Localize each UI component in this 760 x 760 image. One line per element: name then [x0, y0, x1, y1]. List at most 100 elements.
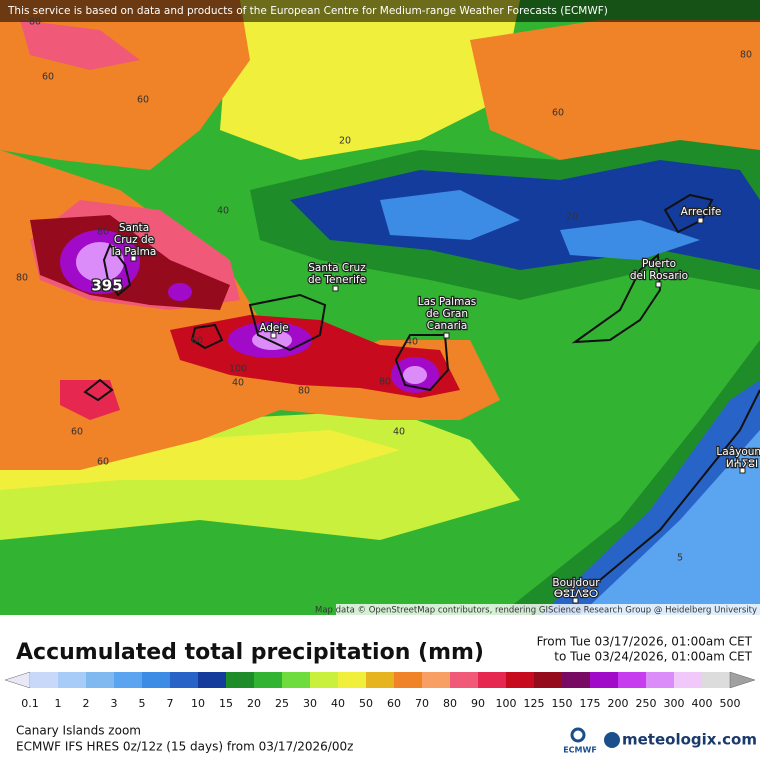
color-swatch: [618, 672, 647, 688]
color-swatch: [198, 672, 227, 688]
place-label: la Palma: [112, 246, 157, 258]
contour-label: 40: [406, 337, 418, 348]
color-swatch: [562, 672, 591, 688]
contour-label: 20: [339, 136, 351, 147]
color-swatch: [394, 672, 423, 688]
place-label: Adeje: [259, 322, 289, 334]
over-arrow: [729, 671, 756, 689]
level-label: 175: [580, 697, 601, 710]
place-label: de Gran: [426, 308, 468, 320]
place-label: Puerto: [642, 258, 676, 270]
region: Canary Islands zoom: [16, 724, 141, 738]
contour-label: 80: [740, 50, 752, 61]
place-label: Santa Cruz: [308, 262, 366, 274]
level-label: 1: [55, 697, 62, 710]
color-swatch: [254, 672, 283, 688]
level-label: 100: [496, 697, 517, 710]
contour-label: 80: [97, 227, 109, 238]
level-label: 125: [524, 697, 545, 710]
level-label: 30: [303, 697, 317, 710]
colorbar: 0.1 1 2 3 5 7 10 15 20 25 30 40 50 60 70 80 90 100 125 150 1…: [4, 671, 756, 710]
max-label: 395: [91, 277, 122, 295]
period-end: to Tue 03/24/2026, 01:00am CET: [554, 650, 752, 664]
place-label: ⵍⵄⵢⵓⵏ: [726, 458, 758, 470]
ecmwf-icon: [570, 727, 586, 743]
map-attribution: Map data © OpenStreetMap contributors, r…: [315, 606, 757, 616]
color-swatch: [478, 672, 507, 688]
contour-label: 60: [137, 95, 149, 106]
color-swatch: [450, 672, 479, 688]
level-label: 90: [471, 697, 485, 710]
map: This service is based on data and produc…: [0, 0, 760, 616]
contour-label: 80: [298, 386, 310, 397]
color-swatch: [646, 672, 675, 688]
place-label: Las Palmas: [418, 296, 476, 308]
level-label: 50: [359, 697, 373, 710]
place-label: Arrecife: [681, 206, 722, 218]
color-swatch: [534, 672, 563, 688]
color-swatch: [702, 672, 731, 688]
place-label: de Tenerife: [308, 274, 366, 286]
color-swatch: [86, 672, 115, 688]
level-label: 20: [247, 697, 261, 710]
color-swatch: [114, 672, 143, 688]
place-label: Boujdour: [552, 577, 600, 589]
color-swatch: [142, 672, 171, 688]
contour-label: 20: [566, 212, 578, 223]
color-swatch: [674, 672, 703, 688]
place-label: del Rosario: [630, 270, 688, 282]
level-label: 60: [387, 697, 401, 710]
place-label: Laâyoune: [716, 446, 760, 458]
contour-label: 80: [29, 17, 41, 28]
color-swatch: [310, 672, 339, 688]
contour-label: 60: [191, 336, 203, 347]
place-label: ⴱⵓⵊⴷⵓⵔ: [554, 588, 598, 600]
model-info: ECMWF IFS HRES 0z/12z (15 days) from 03/…: [16, 740, 353, 754]
place-labels: Santa Cruz de la Palma Santa Cruz de Ten…: [111, 205, 760, 601]
level-label: 200: [608, 697, 629, 710]
color-swatch: [338, 672, 367, 688]
place-label: Cruz de: [114, 234, 154, 246]
level-label: 400: [692, 697, 713, 710]
contour-label: 60: [552, 108, 564, 119]
ecmwf-logo: ECMWF: [563, 746, 597, 755]
color-swatch: [590, 672, 619, 688]
contour-label: 60: [42, 72, 54, 83]
level-label: 0.1: [21, 697, 39, 710]
contour-label: 60: [97, 457, 109, 468]
contour-label: 60: [71, 427, 83, 438]
level-label: 250: [636, 697, 657, 710]
color-swatch: [282, 672, 311, 688]
level-label: 150: [552, 697, 573, 710]
period-start: From Tue 03/17/2026, 01:00am CET: [537, 635, 753, 649]
legend-title: Accumulated total precipitation (mm): [16, 640, 484, 665]
level-label: 300: [664, 697, 685, 710]
place-label: Santa: [119, 222, 149, 234]
level-label: 80: [443, 697, 457, 710]
level-label: 5: [139, 697, 146, 710]
color-swatch: [58, 672, 87, 688]
level-label: 7: [167, 697, 174, 710]
level-label: 25: [275, 697, 289, 710]
color-swatch: [506, 672, 535, 688]
contour-label: 80: [379, 377, 391, 388]
contour-label: 100: [229, 364, 247, 375]
level-label: 2: [83, 697, 90, 710]
level-label: 15: [219, 697, 233, 710]
under-arrow: [4, 671, 31, 689]
color-swatch: [366, 672, 395, 688]
contour-label: 40: [393, 427, 405, 438]
contour-label: 5: [677, 553, 683, 564]
color-swatch: [422, 672, 451, 688]
color-swatch: [226, 672, 255, 688]
color-swatch: [170, 672, 199, 688]
contour-label: 40: [232, 378, 244, 389]
level-label: 70: [415, 697, 429, 710]
brand-icon: [604, 732, 620, 748]
level-label: 3: [111, 697, 118, 710]
contour-label: 40: [217, 206, 229, 217]
level-label: 40: [331, 697, 345, 710]
level-label: 10: [191, 697, 205, 710]
brand: meteologix.com: [622, 731, 757, 749]
